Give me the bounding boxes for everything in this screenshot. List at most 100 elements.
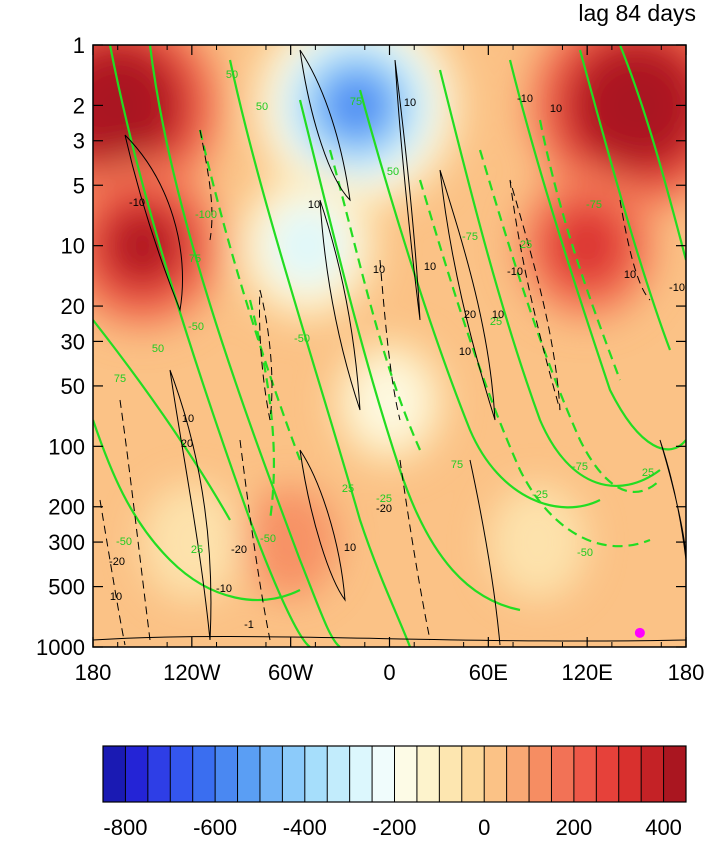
green-contour-label-3: 75 xyxy=(189,253,201,265)
colorbar-label-2: -400 xyxy=(283,815,327,838)
black-contour-label-1: 10 xyxy=(308,199,320,211)
x-tick-label-1: 120W xyxy=(163,660,221,685)
black-contour-dashed-4 xyxy=(379,259,401,421)
green-contour-5 xyxy=(438,69,661,488)
shading-region-3-2 xyxy=(270,206,344,285)
green-contour-6 xyxy=(508,59,686,451)
shading-region-8-0 xyxy=(141,483,243,602)
colorbar-box-9 xyxy=(304,746,328,802)
colorbar-box-22 xyxy=(596,746,620,802)
colorbar-box-8 xyxy=(282,746,306,802)
x-tick-label-0: 180 xyxy=(75,660,112,685)
green-contour-label-1: 50 xyxy=(256,101,268,113)
colorbar-box-20 xyxy=(551,746,575,802)
black-contour-label-12: 20 xyxy=(181,438,193,450)
black-contour-label-10: -10 xyxy=(669,282,685,294)
black-contour-0 xyxy=(124,134,183,312)
axes: 180 120W 60W 0 60E 120E 180 1 2 3 5 10 20 30 50 100 200 3… xyxy=(36,33,704,685)
green-contour-0 xyxy=(108,45,311,647)
colorbar-box-17 xyxy=(484,746,508,802)
black-contour-8 xyxy=(469,459,501,646)
black-contour-label-0: -10 xyxy=(129,197,145,209)
green-contour-8 xyxy=(93,419,301,602)
green-contour-label-13: 75 xyxy=(451,459,463,471)
green-contour-2 xyxy=(228,59,412,647)
shading-region-9-0 xyxy=(243,486,338,599)
green-contour-label-22: 25 xyxy=(191,544,203,556)
colorbar-box-21 xyxy=(573,746,597,802)
colorbar-label-4: 0 xyxy=(478,815,490,838)
green-contour-label-6: 75 xyxy=(114,373,126,385)
colorbar-box-10 xyxy=(327,746,351,802)
black-contour-label-6: 10 xyxy=(492,309,504,321)
black-contour-label-4: 10 xyxy=(424,261,436,273)
y-tick-label-6: 30 xyxy=(61,329,85,354)
y-tick-label-1: 2 xyxy=(73,93,85,118)
black-contour-5 xyxy=(169,369,212,641)
y-tick-label-10: 300 xyxy=(48,530,85,555)
black-contour-label-17: -1 xyxy=(244,619,254,631)
black-contour-2 xyxy=(319,199,361,411)
y-tick-label-5: 20 xyxy=(61,294,85,319)
y-tick-label-8: 100 xyxy=(48,434,85,459)
green-contour-label-0: 50 xyxy=(226,69,238,81)
green-contour-label-21: -50 xyxy=(260,533,276,545)
black-contour-dashed-7 xyxy=(399,459,431,641)
black-contour-label-7: 20 xyxy=(464,309,476,321)
green-contour-label-16: 25 xyxy=(642,467,654,479)
colorbar-box-0 xyxy=(103,746,126,802)
black-contour-dashed-5 xyxy=(509,179,561,411)
colorbar-box-4 xyxy=(192,746,216,802)
black-contour-dashed-3 xyxy=(239,439,271,641)
colorbar-box-18 xyxy=(506,746,530,802)
colorbar-frame xyxy=(102,745,687,803)
shading-region-7-0 xyxy=(488,484,588,601)
black-contour-label-19: 10 xyxy=(110,591,122,603)
colorbar-label-1: -600 xyxy=(193,815,237,838)
black-contour-label-14: -20 xyxy=(376,503,392,515)
green-contour-dashed-1 xyxy=(328,149,422,451)
green-contour-dashed-0 xyxy=(198,129,302,461)
black-contour-label-18: -20 xyxy=(109,556,125,568)
y-tick-label-7: 50 xyxy=(61,374,85,399)
black-contour-4 xyxy=(439,169,496,421)
shading-region-1-3 xyxy=(109,211,176,281)
green-contour-3 xyxy=(298,99,521,612)
black-contour-dashed-2 xyxy=(119,399,151,641)
colorbar-box-3 xyxy=(170,746,194,802)
black-contour-1 xyxy=(299,49,351,202)
black-contour-label-21: -10 xyxy=(517,93,533,105)
black-contour-6 xyxy=(299,449,346,602)
colorbar-box-13 xyxy=(394,746,418,802)
black-contour-dashed-0 xyxy=(199,129,213,241)
colorbar-box-14 xyxy=(416,746,440,802)
green-contour-label-15: -50 xyxy=(577,547,593,559)
green-contour-dashed-5 xyxy=(538,119,622,381)
green-contour-dashed-2 xyxy=(418,179,651,548)
colorbar-box-19 xyxy=(529,746,552,802)
black-contour-label-20: 10 xyxy=(550,103,562,115)
black-contour-label-8: -10 xyxy=(507,266,523,278)
black-contour-label-9: 10 xyxy=(624,269,636,281)
green-contour-label-10: -75 xyxy=(462,231,478,243)
green-contour-label-23: -50 xyxy=(116,536,132,548)
shading-region-0-5 xyxy=(93,75,149,136)
black-contour-label-2: 10 xyxy=(373,264,385,276)
green-contour-label-8: 75 xyxy=(350,96,362,108)
black-contour-7 xyxy=(659,439,686,561)
y-tick-label-9: 200 xyxy=(48,495,85,520)
black-contour-3 xyxy=(394,59,421,321)
contour-layer: 50 50 -100 75 -50 50 75 -50 75 50 -75 25 25 75 -25 -50 2… xyxy=(93,45,686,647)
colorbar-label-0: -800 xyxy=(103,815,147,838)
colorbar-label-5: 200 xyxy=(556,815,593,838)
shading-region-4-1 xyxy=(350,358,429,446)
colorbar-box-7 xyxy=(259,746,283,802)
x-tick-label-4: 60E xyxy=(469,660,508,685)
colorbar-box-5 xyxy=(215,746,239,802)
black-contour-label-11: 10 xyxy=(182,413,194,425)
green-contour-label-11: 25 xyxy=(520,239,532,251)
green-contour-dashed-3 xyxy=(478,149,661,493)
colorbar-box-12 xyxy=(372,746,395,802)
colorbar-box-6 xyxy=(237,746,261,802)
